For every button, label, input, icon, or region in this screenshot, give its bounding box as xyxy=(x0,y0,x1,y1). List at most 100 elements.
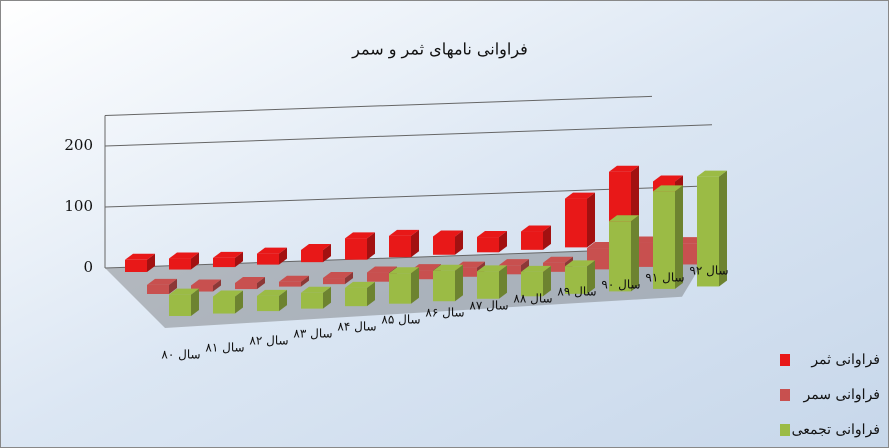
legend-swatch xyxy=(780,354,790,366)
bar xyxy=(235,282,257,290)
bar-side xyxy=(191,288,199,316)
bar-side xyxy=(367,232,375,260)
bar xyxy=(411,270,433,280)
bar xyxy=(499,265,521,275)
bar-side xyxy=(543,265,551,297)
bar-top xyxy=(257,289,287,296)
bar-top xyxy=(389,229,419,236)
x-tick-label: سال ۸۳ xyxy=(293,327,332,341)
bar-side xyxy=(367,281,375,307)
bar-side xyxy=(499,265,507,299)
bar-top xyxy=(235,276,265,283)
bar-side xyxy=(301,275,309,287)
legend-label: فراوانی سمر xyxy=(802,387,880,403)
plot: 0 100 200 سال ۸۰ سال ۸۱ سال ۸۲ سال ۸۳ سال ۸۴ سال… xyxy=(64,95,729,362)
x-tick-label: سال ۸۵ xyxy=(381,313,420,327)
bar-side xyxy=(411,267,419,304)
bar-top xyxy=(345,281,375,288)
bar-top xyxy=(301,243,331,250)
bar xyxy=(191,285,213,292)
legend: فراوانی ثمر فراوانی سمر فراوانی تجمعی xyxy=(780,352,880,438)
bar-top xyxy=(477,265,507,272)
bar-top xyxy=(301,286,331,293)
bar-top xyxy=(213,251,243,258)
bar-side xyxy=(499,231,507,253)
x-tick-label: سال ۸۸ xyxy=(513,292,552,306)
bar-side xyxy=(147,253,155,272)
bar-side xyxy=(455,230,463,255)
bar-top xyxy=(565,192,595,199)
bar-side xyxy=(455,264,463,302)
bar xyxy=(477,237,499,253)
chart-title: فراوانی نامهای ثمر و سمر xyxy=(351,40,528,59)
bar-side xyxy=(631,215,639,292)
bar xyxy=(521,271,543,297)
x-tick-label: سال ۹۱ xyxy=(645,271,684,285)
bar xyxy=(433,236,455,255)
bar-top xyxy=(367,266,397,273)
bar-side xyxy=(587,192,595,248)
bar-side xyxy=(213,279,221,292)
bar-top xyxy=(609,165,639,172)
bar-top xyxy=(543,256,573,263)
bar-top xyxy=(433,230,463,237)
bar xyxy=(345,238,367,260)
bar-side xyxy=(719,170,727,287)
bar-side xyxy=(235,290,243,314)
bar-top xyxy=(169,288,199,295)
bar-side xyxy=(257,276,265,290)
bar-side xyxy=(279,289,287,312)
legend-label: فراوانی تجمعی xyxy=(792,422,880,438)
legend-swatch xyxy=(780,424,790,436)
bar xyxy=(169,294,191,316)
bar xyxy=(213,257,235,268)
bar xyxy=(323,278,345,285)
bar-top xyxy=(521,225,551,232)
bar-side xyxy=(323,286,331,309)
bar xyxy=(301,249,323,263)
bar-side xyxy=(169,278,177,294)
bar xyxy=(477,271,499,299)
bar xyxy=(565,198,587,248)
bar xyxy=(279,281,301,287)
bar-top xyxy=(697,170,727,177)
legend-swatch xyxy=(780,389,790,401)
x-tick-label: سال ۹۰ xyxy=(601,278,640,292)
legend-label: فراوانی ثمر xyxy=(810,352,880,368)
bar xyxy=(257,253,279,265)
bar-top xyxy=(653,185,683,192)
bar xyxy=(213,296,235,314)
bar xyxy=(301,292,323,309)
x-tick-label: سال ۸۲ xyxy=(249,334,288,348)
bar xyxy=(389,235,411,258)
wall-top xyxy=(104,95,653,116)
bar xyxy=(169,258,191,270)
x-tick-label: سال ۸۱ xyxy=(205,341,244,355)
y-tick-label: 200 xyxy=(64,136,93,154)
bar-top xyxy=(125,253,155,260)
bar-top xyxy=(345,232,375,239)
x-tick-label: سال ۹۲ xyxy=(689,264,728,278)
bar xyxy=(609,221,631,292)
bar xyxy=(367,272,389,282)
x-tick-label: سال ۸۶ xyxy=(425,306,464,320)
bar xyxy=(345,287,367,307)
bar-top xyxy=(565,260,595,267)
bar-side xyxy=(323,243,331,263)
bar-side xyxy=(587,260,595,294)
bar-side xyxy=(191,252,199,270)
bar-top xyxy=(477,231,507,238)
bar xyxy=(521,231,543,250)
y-tick-label: 100 xyxy=(64,197,93,215)
bar-top xyxy=(213,290,243,297)
bar-top xyxy=(279,275,309,282)
x-tick-label: سال ۸۷ xyxy=(469,299,508,313)
bar-side xyxy=(675,185,683,289)
bar-side xyxy=(279,247,287,265)
bar-top xyxy=(653,175,683,182)
bar xyxy=(653,191,675,289)
bar-top xyxy=(191,279,221,286)
bar-side xyxy=(235,251,243,268)
bar-top xyxy=(323,272,353,279)
